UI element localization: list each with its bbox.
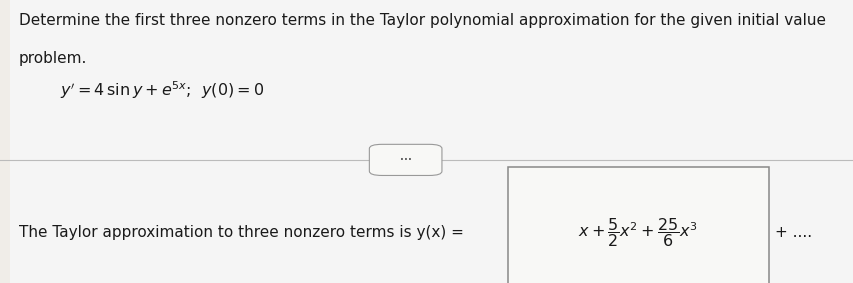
Text: problem.: problem. — [19, 51, 87, 66]
Text: $x + \dfrac{5}{2}x^{2} + \dfrac{25}{6}x^{3}$: $x + \dfrac{5}{2}x^{2} + \dfrac{25}{6}x^… — [577, 216, 698, 248]
Text: Determine the first three nonzero terms in the Taylor polynomial approximation f: Determine the first three nonzero terms … — [19, 13, 825, 28]
Bar — [0, 0, 10, 283]
Text: + ....: + .... — [775, 224, 811, 240]
Text: The Taylor approximation to three nonzero terms is y(x) =: The Taylor approximation to three nonzer… — [19, 224, 468, 240]
Text: $y' = 4\,\sin y + e^{5x}$;  $y(0) = 0$: $y' = 4\,\sin y + e^{5x}$; $y(0) = 0$ — [60, 80, 264, 101]
Text: ···: ··· — [399, 155, 411, 165]
FancyBboxPatch shape — [368, 144, 442, 175]
Bar — [508, 167, 768, 283]
